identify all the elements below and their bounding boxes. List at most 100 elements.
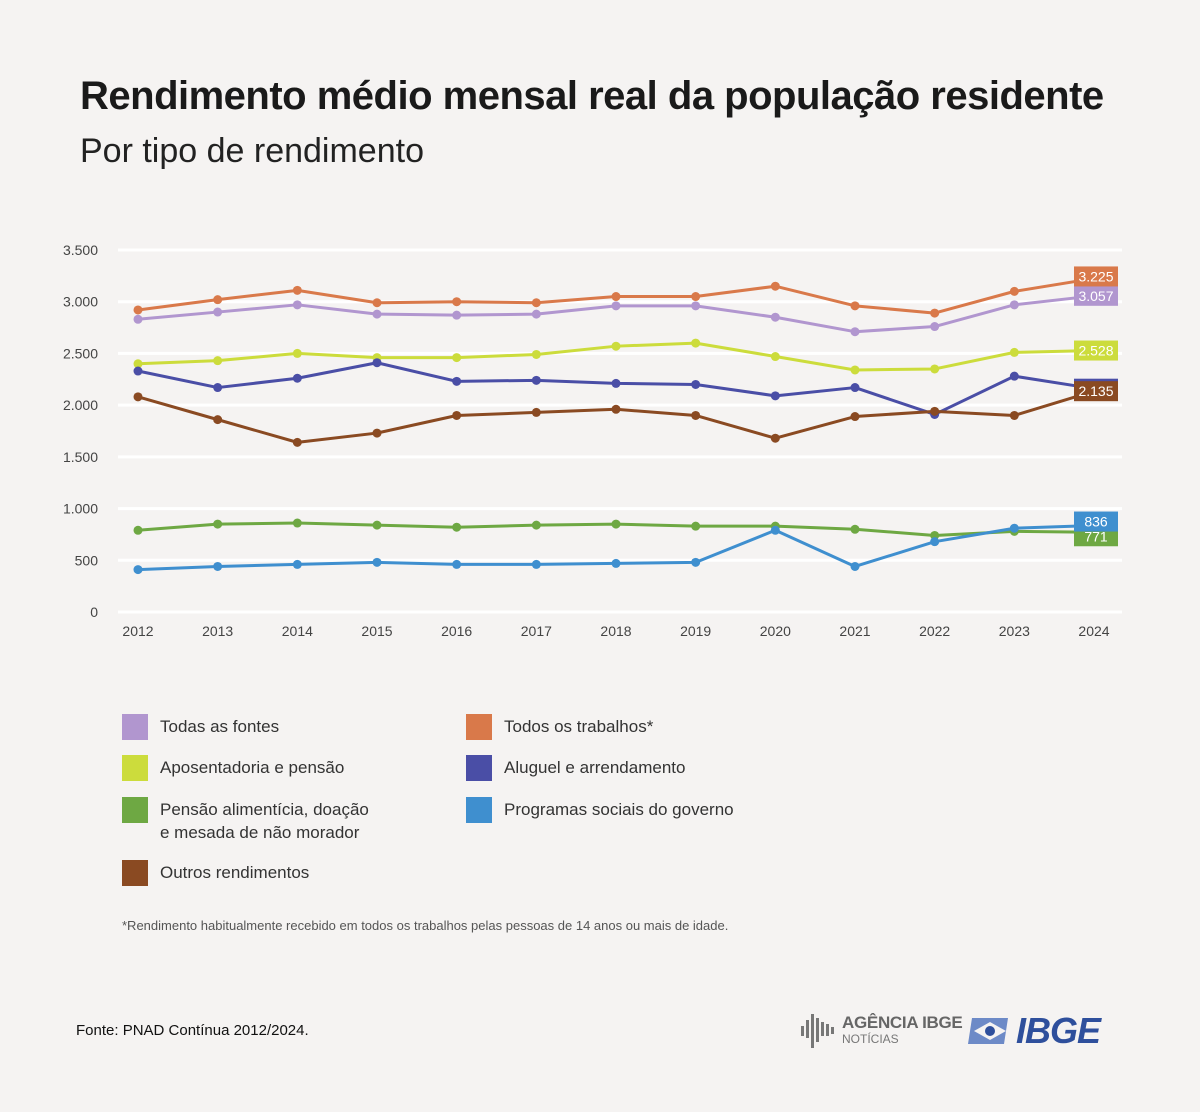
data-point (213, 307, 223, 317)
x-tick-label: 2024 (1078, 623, 1109, 639)
ibge-logo: IBGE (968, 1010, 1101, 1052)
data-point (213, 561, 223, 571)
x-tick-label: 2022 (919, 623, 950, 639)
end-label-box (1074, 381, 1118, 402)
data-point (850, 561, 860, 571)
series-trabalhos (133, 273, 1099, 318)
data-point (531, 520, 541, 530)
data-point (531, 309, 541, 319)
data-point (133, 359, 143, 369)
y-tick-label: 3.000 (63, 294, 98, 310)
data-point (292, 300, 302, 310)
series-todas (133, 291, 1099, 337)
end-label-box (1074, 511, 1118, 532)
data-point (292, 518, 302, 528)
x-tick-label: 2019 (680, 623, 711, 639)
legend-item-outros-rendimentos: Outros rendimentos (122, 860, 309, 886)
legend-swatch (122, 714, 148, 740)
data-point (850, 412, 860, 422)
legend-item-todos-os-trabalhos: Todos os trabalhos* (466, 714, 653, 740)
data-point (133, 314, 143, 324)
y-axis: 0 500 1.000 1.500 2.000 2.500 3.000 3.500 (63, 242, 98, 620)
data-point (372, 358, 382, 368)
end-label-box (1074, 285, 1118, 306)
legend-swatch (122, 755, 148, 781)
data-point (452, 559, 462, 569)
end-label-text: 771 (1084, 528, 1108, 544)
data-point (770, 352, 780, 362)
y-tick-label: 3.500 (63, 242, 98, 258)
data-point (133, 392, 143, 402)
data-point (292, 348, 302, 358)
data-point (930, 530, 940, 540)
data-point (452, 376, 462, 386)
data-point (372, 428, 382, 438)
data-point (611, 301, 621, 311)
data-point (691, 338, 701, 348)
data-point (691, 557, 701, 567)
data-point (292, 373, 302, 383)
x-tick-label: 2015 (361, 623, 392, 639)
legend-item-aposentadoria: Aposentadoria e pensão (122, 755, 344, 781)
end-label-aposentadoria: 2.528 (1074, 340, 1118, 361)
data-point (770, 312, 780, 322)
agencia-subtitle: NOTÍCIAS (842, 1032, 899, 1046)
legend-label: Pensão alimentícia, doação e mesada de n… (160, 800, 369, 842)
x-tick-label: 2017 (521, 623, 552, 639)
data-point (930, 364, 940, 374)
end-label-box (1074, 266, 1118, 287)
data-point (133, 525, 143, 535)
x-tick-label: 2018 (600, 623, 631, 639)
data-point (611, 378, 621, 388)
legend-item-programas-sociais: Programas sociais do governo (466, 797, 734, 823)
data-point (292, 437, 302, 447)
end-label-text: 2.528 (1078, 343, 1113, 359)
data-point (133, 366, 143, 376)
data-point (213, 383, 223, 393)
end-label-todas: 3.057 (1074, 285, 1118, 306)
agencia-title: AGÊNCIA IBGE (842, 1013, 963, 1032)
data-point (611, 558, 621, 568)
data-point (691, 521, 701, 531)
data-point (691, 410, 701, 420)
data-point (531, 559, 541, 569)
x-tick-label: 2021 (839, 623, 870, 639)
data-point (611, 292, 621, 302)
end-label-outros: 2.135 (1074, 381, 1118, 402)
ibge-emblem-icon (968, 1018, 1008, 1044)
data-point (930, 308, 940, 318)
data-point (850, 327, 860, 337)
agencia-barcode-icon (801, 1014, 834, 1048)
data-point (452, 353, 462, 363)
series-aposentadoria (133, 338, 1099, 375)
end-label-text: 2.135 (1078, 383, 1113, 399)
data-point (452, 310, 462, 320)
data-point (452, 297, 462, 307)
source-note: Fonte: PNAD Contínua 2012/2024. (76, 1022, 309, 1039)
data-point (133, 305, 143, 315)
data-point (213, 519, 223, 529)
end-label-text: 836 (1084, 514, 1108, 530)
series-line-outros (137, 389, 1095, 444)
y-tick-label: 2.000 (63, 397, 98, 413)
legend-swatch (466, 755, 492, 781)
legend-swatch (466, 797, 492, 823)
x-tick-label: 2020 (760, 623, 791, 639)
data-point (930, 537, 940, 547)
end-label-text: 3.057 (1078, 288, 1113, 304)
data-point (850, 383, 860, 393)
data-point (531, 349, 541, 359)
page-title: Rendimento médio mensal real da populaçã… (80, 74, 1104, 118)
data-point (1009, 286, 1019, 296)
legend-label: Todos os trabalhos* (504, 717, 654, 736)
data-point (372, 309, 382, 319)
x-tick-label: 2012 (122, 623, 153, 639)
data-point (1009, 371, 1019, 381)
x-tick-label: 2023 (999, 623, 1030, 639)
legend-label: Outros rendimentos (160, 863, 310, 882)
legend-label: Todas as fontes (160, 717, 280, 736)
legend-item-pensao-alimenticia: Pensão alimentícia, doação e mesada de n… (122, 797, 369, 844)
data-point (850, 301, 860, 311)
y-tick-label: 2.500 (63, 345, 98, 361)
data-point (292, 559, 302, 569)
